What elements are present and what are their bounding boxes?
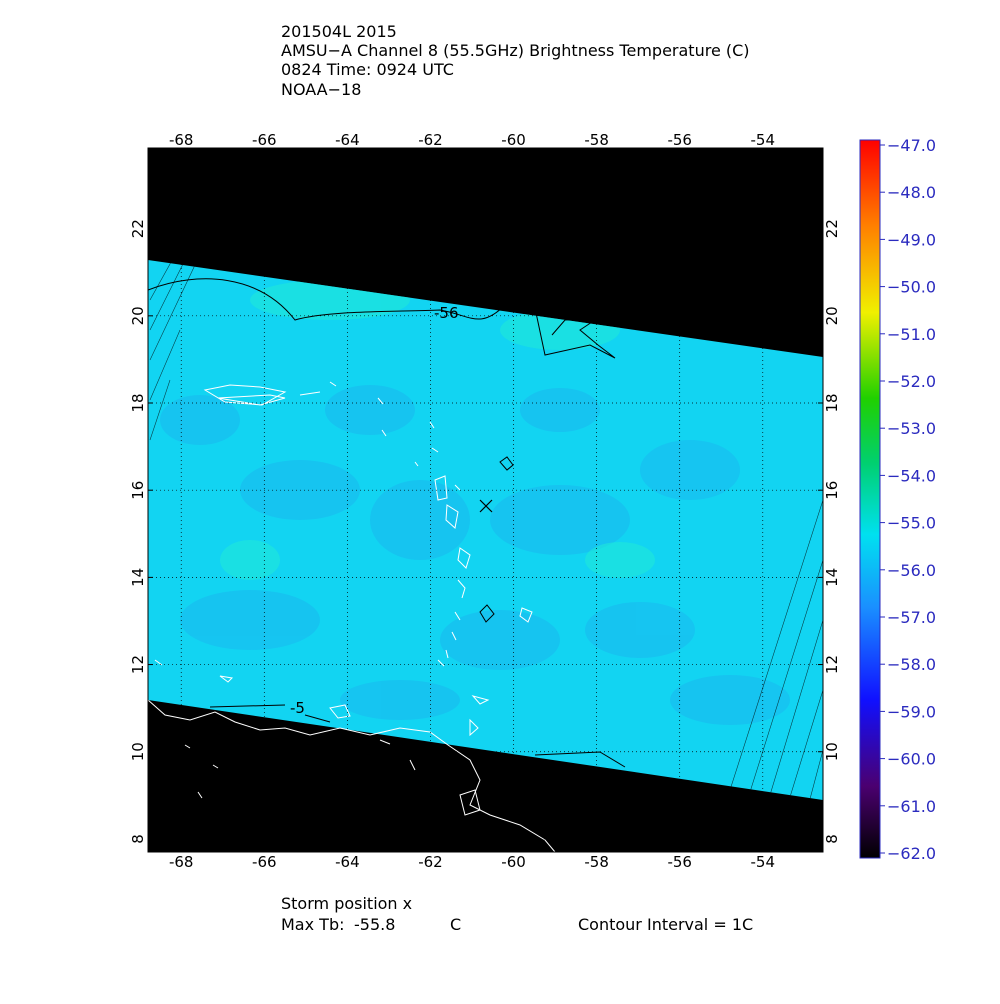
lat-tick-label: 16 (823, 481, 841, 500)
contour-interval: Contour Interval = 1C (578, 915, 753, 934)
colorbar-tick-label: −53.0 (887, 419, 936, 438)
island (154, 659, 490, 816)
lat-tick-label: 12 (129, 655, 147, 674)
coastlines (148, 381, 556, 852)
colorbar-tick-label: −55.0 (887, 514, 936, 533)
lon-tick-label: -66 (252, 131, 277, 149)
colorbar-ticks: −47.0 −48.0 −49.0 −50.0 −51.0 −52.0 −53.0 −54.0… (880, 136, 936, 863)
colorbar-tick-label: −62.0 (887, 844, 936, 863)
colorbar-tick-label: −47.0 (887, 136, 936, 155)
colorbar-tick-label: −59.0 (887, 702, 936, 721)
colorbar-tick-label: −51.0 (887, 325, 936, 344)
lat-tick-label: 18 (823, 393, 841, 412)
title-line: 0824 Time: 0924 UTC (281, 60, 454, 79)
lat-tick-label: 22 (129, 219, 147, 238)
colorbar-tick-label: −54.0 (887, 466, 936, 485)
lat-tick-label: 8 (823, 834, 841, 844)
lon-tick-label: -60 (501, 853, 526, 871)
lon-tick-label: -56 (667, 131, 692, 149)
contour-label: -56 (434, 304, 459, 322)
contour-line (479, 456, 514, 623)
edge-hatching (149, 260, 823, 800)
lat-tick-label: 8 (129, 834, 147, 844)
lon-tick-label: -54 (751, 131, 776, 149)
colorbar-tick-label: −61.0 (887, 797, 936, 816)
colorbar-tick-label: −52.0 (887, 372, 936, 391)
title-line: NOAA−18 (281, 80, 361, 99)
contour-line (209, 704, 331, 723)
title-line: 201504L 2015 (281, 22, 397, 41)
swath-texture (160, 385, 790, 725)
contour-line (534, 307, 616, 359)
lon-tick-label: -60 (501, 131, 526, 149)
storm-position-note: Storm position x (281, 894, 412, 913)
lon-tick-label: -62 (418, 853, 443, 871)
grid: -68-68-66-66-64-64-62-62-60-60-58-58-56-… (129, 131, 841, 871)
lat-tick-label: 14 (823, 568, 841, 587)
contours (148, 278, 626, 768)
colorbar-tick-label: −50.0 (887, 278, 936, 297)
lat-tick-label: 20 (129, 306, 147, 325)
lat-tick-label: 18 (129, 393, 147, 412)
max-tb-label: Max Tb: (281, 915, 344, 934)
swath (148, 260, 823, 800)
lon-tick-label: -68 (169, 131, 194, 149)
lat-tick-label: 22 (823, 219, 841, 238)
colorbar-tick-label: −56.0 (887, 561, 936, 580)
title-line: AMSU−A Channel 8 (55.5GHz) Brightness Te… (281, 41, 750, 60)
colorbar-tick-label: −49.0 (887, 230, 936, 249)
island (203, 384, 287, 406)
max-tb-unit: C (450, 915, 461, 934)
lon-tick-label: -58 (584, 853, 609, 871)
lon-tick-label: -62 (418, 131, 443, 149)
lat-tick-label: 20 (823, 306, 841, 325)
island (299, 381, 533, 667)
lon-tick-label: -64 (335, 853, 360, 871)
lon-tick-label: -66 (252, 853, 277, 871)
contour-label: -5 (290, 699, 305, 717)
colorbar-tick-label: −48.0 (887, 183, 936, 202)
colorbar-tick-label: −58.0 (887, 655, 936, 674)
lon-tick-label: -56 (667, 853, 692, 871)
colorbar-tick-label: −57.0 (887, 608, 936, 627)
coast (148, 699, 556, 852)
colorbar-tick-label: −60.0 (887, 750, 936, 769)
lat-tick-label: 12 (823, 655, 841, 674)
lat-tick-label: 16 (129, 481, 147, 500)
lon-tick-label: -64 (335, 131, 360, 149)
lat-tick-label: 10 (823, 742, 841, 761)
lat-tick-label: 10 (129, 742, 147, 761)
lon-tick-label: -54 (751, 853, 776, 871)
colorbar (859, 139, 881, 859)
lat-tick-label: 14 (129, 568, 147, 587)
storm-marker (479, 499, 493, 513)
contour-line (148, 278, 506, 321)
max-tb-value: -55.8 (354, 915, 395, 934)
lon-tick-label: -58 (584, 131, 609, 149)
map-frame (147, 147, 824, 853)
lon-tick-label: -68 (169, 853, 194, 871)
